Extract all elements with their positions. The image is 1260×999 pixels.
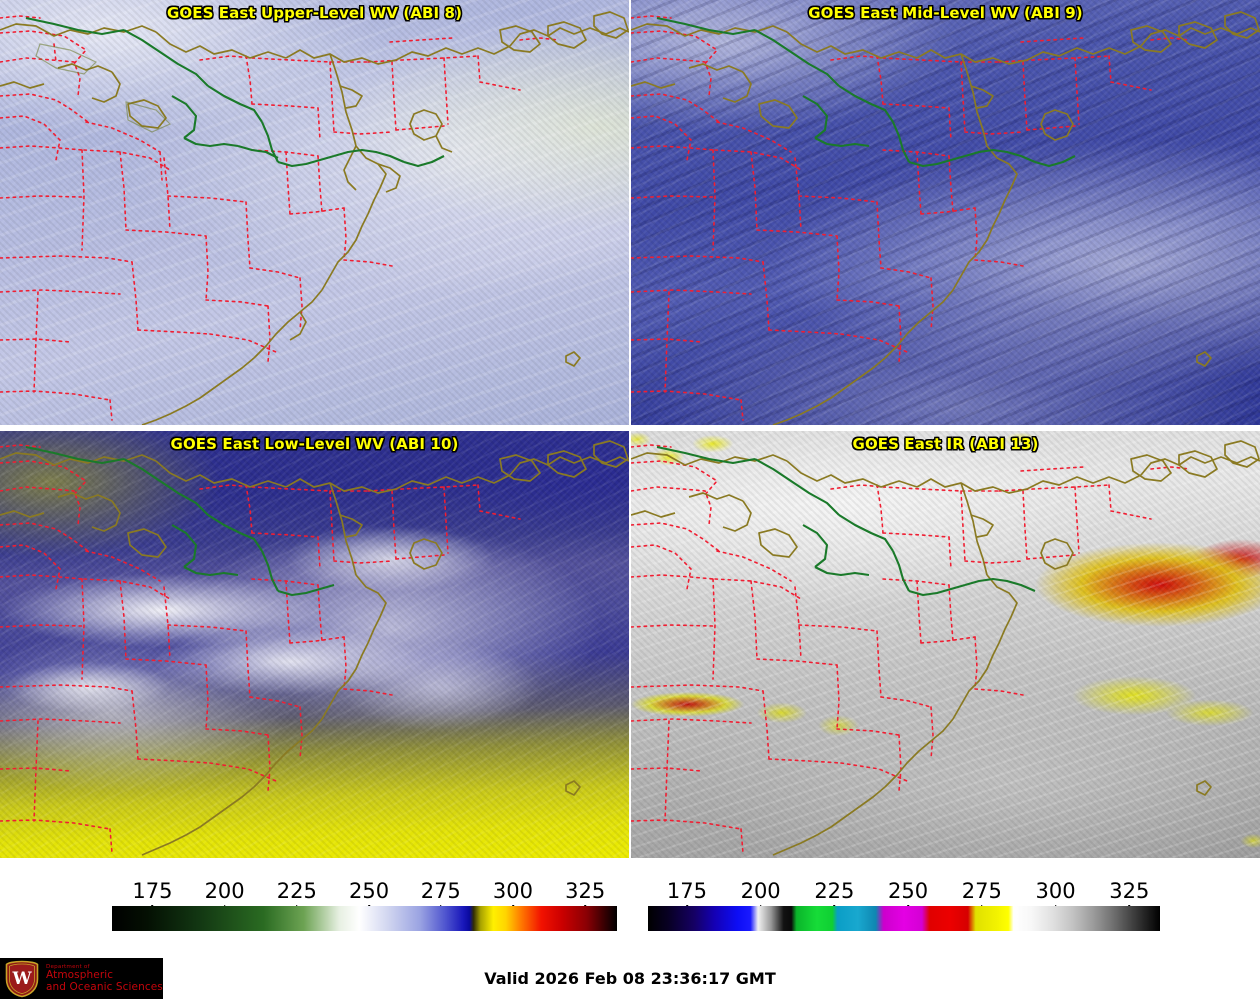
ir-colorbar-strip bbox=[648, 906, 1160, 931]
state-borders bbox=[631, 15, 1190, 421]
wv-tick-label-300: 300 bbox=[492, 879, 534, 903]
panel-goes-east-low-level-wv[interactable]: GOES East Low-Level WV (ABI 10) bbox=[0, 431, 629, 858]
wv-tick-label-225: 225 bbox=[276, 879, 317, 903]
international-border bbox=[25, 445, 335, 597]
map-overlay-abi10 bbox=[0, 440, 629, 856]
coastlines bbox=[631, 11, 1260, 425]
satellite-image-abi13 bbox=[631, 431, 1260, 858]
panel-goes-east-mid-level-wv[interactable]: GOES East Mid-Level WV (ABI 9) bbox=[631, 0, 1260, 425]
wv-tick-label-325: 325 bbox=[565, 879, 606, 903]
ir-tick-label-325: 325 bbox=[1109, 879, 1150, 903]
wv-tick-label-175: 175 bbox=[132, 879, 173, 903]
state-borders bbox=[631, 444, 1190, 854]
ir-tick-label-200: 200 bbox=[740, 879, 781, 903]
ir-tick-label-275: 275 bbox=[961, 879, 1002, 903]
panel-goes-east-upper-level-wv[interactable]: GOES East Upper-Level WV (ABI 8) bbox=[0, 0, 629, 425]
wv-tick-label-250: 250 bbox=[348, 879, 390, 903]
satellite-image-abi8 bbox=[0, 0, 629, 425]
state-borders bbox=[0, 15, 559, 421]
uw-aos-logo[interactable]: W Department of Atmospheric and Oceanic … bbox=[0, 958, 163, 999]
map-overlay-abi13 bbox=[631, 440, 1260, 856]
wv-tick-label-200: 200 bbox=[204, 879, 245, 903]
map-overlay-abi8 bbox=[0, 11, 629, 425]
wv-colorbar-ticks: 175 200 225 250 275 300 325 bbox=[112, 876, 617, 912]
ir-tick-label-250: 250 bbox=[888, 879, 929, 903]
ir-tick-label-300: 300 bbox=[1035, 879, 1076, 903]
international-border bbox=[656, 16, 1076, 168]
uw-logo-text: Department of Atmospheric and Oceanic Sc… bbox=[46, 964, 163, 993]
valid-timestamp: Valid 2026 Feb 08 23:36:17 GMT bbox=[484, 969, 776, 988]
wv-colorbar-strip bbox=[112, 906, 617, 931]
satellite-image-abi10 bbox=[0, 431, 629, 858]
uw-crest-icon: W bbox=[5, 960, 39, 997]
panel-grid: GOES East Upper-Level WV (ABI 8) bbox=[0, 0, 1260, 858]
panel-goes-east-ir[interactable]: GOES East IR (ABI 13) bbox=[631, 431, 1260, 858]
footer: W Department of Atmospheric and Oceanic … bbox=[0, 958, 1260, 999]
svg-text:W: W bbox=[11, 969, 32, 989]
ir-colorbar[interactable]: 175 200 225 250 275 300 325 bbox=[648, 876, 1160, 931]
logo-name-line-2: and Oceanic Sciences bbox=[46, 980, 163, 993]
map-overlay-abi9 bbox=[631, 11, 1260, 425]
coastlines bbox=[0, 11, 629, 425]
lake-fills bbox=[35, 43, 172, 133]
international-border bbox=[656, 445, 1036, 597]
international-border bbox=[25, 16, 445, 168]
logo-dept-line: Department of bbox=[46, 964, 90, 971]
ir-tick-label-225: 225 bbox=[814, 879, 855, 903]
wv-colorbar[interactable]: 175 200 225 250 275 300 325 bbox=[112, 876, 617, 931]
wv-tick-label-275: 275 bbox=[420, 879, 461, 903]
coastlines bbox=[631, 440, 1260, 856]
state-borders bbox=[0, 444, 521, 854]
ir-tick-label-175: 175 bbox=[666, 879, 707, 903]
coastlines bbox=[0, 440, 629, 856]
ir-colorbar-ticks: 175 200 225 250 275 300 325 bbox=[648, 876, 1160, 912]
logo-name-line-1: Atmospheric bbox=[46, 969, 114, 982]
satellite-image-abi9 bbox=[631, 0, 1260, 425]
